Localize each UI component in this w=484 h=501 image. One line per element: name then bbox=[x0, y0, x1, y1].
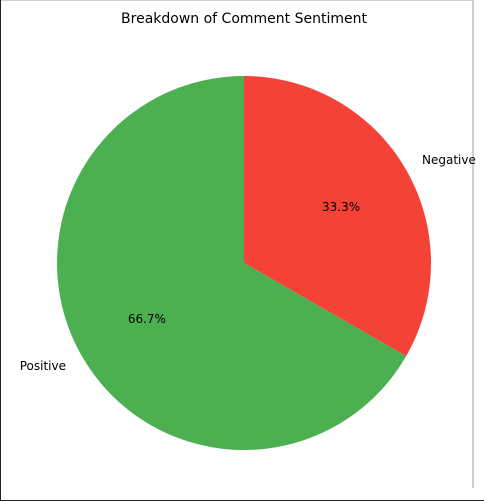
slice-percent-positive: 66.7% bbox=[128, 312, 166, 326]
slice-label-positive: Positive bbox=[20, 359, 66, 373]
pie-slice-negative bbox=[244, 76, 431, 357]
slice-label-negative: Negative bbox=[422, 153, 476, 167]
frame-top-edge bbox=[1, 0, 474, 1]
frame-right-edge bbox=[472, 0, 474, 488]
chart-title: Breakdown of Comment Sentiment bbox=[121, 11, 367, 27]
pie-slices bbox=[56, 76, 431, 450]
slice-percent-negative: 33.3% bbox=[322, 200, 360, 214]
pie-slice-positive bbox=[56, 76, 407, 450]
pie-labels: 33.3% Negative 66.7% Positive bbox=[20, 153, 476, 373]
